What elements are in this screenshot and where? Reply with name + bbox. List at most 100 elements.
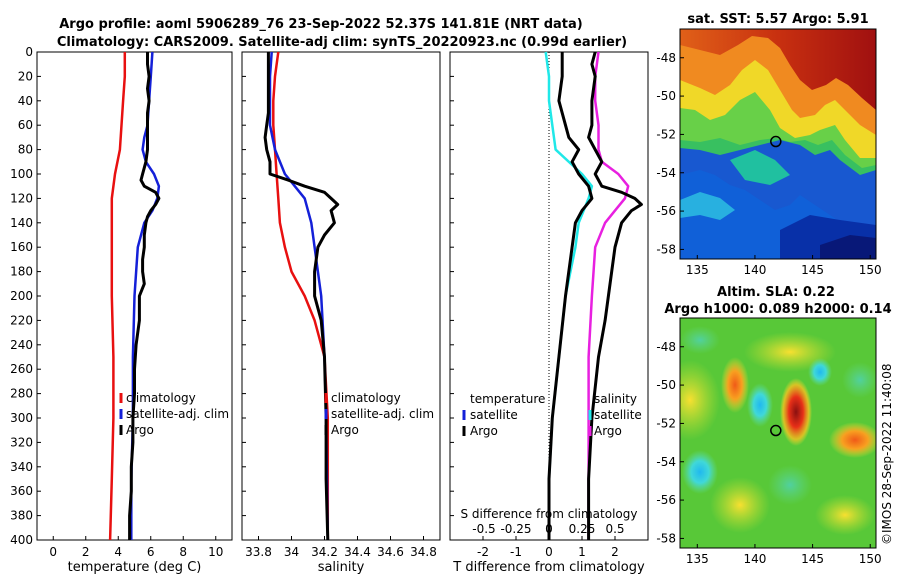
y-tick-label: 40 xyxy=(18,94,33,108)
y-tick-label: 20 xyxy=(18,69,33,83)
x-tick-label: 2 xyxy=(82,545,90,559)
legend-label: climatology xyxy=(126,391,196,405)
y-tick-label: 100 xyxy=(10,167,33,181)
sla-map-axes: 135 140 145 150 -48 -50 -52 -54 -56 -58 xyxy=(656,340,881,566)
legend-label: climatology xyxy=(331,391,401,405)
map-x-tick-label: 150 xyxy=(859,552,882,566)
x-axis-label: salinity xyxy=(318,560,365,575)
legend-label: Argo xyxy=(331,423,359,437)
y-tick-label: 300 xyxy=(10,411,33,425)
map-y-tick-label: -48 xyxy=(656,340,676,354)
sla-map-title: Altim. SLA: 0.22 xyxy=(717,285,835,300)
x-axis-label: temperature (deg C) xyxy=(68,560,202,575)
series-line-salinity-satellite xyxy=(587,51,630,540)
x-tick-label: 34.6 xyxy=(377,545,404,559)
y-tick-label: 340 xyxy=(10,460,33,474)
map-x-tick-label: 145 xyxy=(801,552,824,566)
imos-watermark: ©IMOS 28-Sep-2022 11:40:08 xyxy=(880,363,894,545)
secondary-tick-label: 0.5 xyxy=(605,522,624,536)
title-line-1: Argo profile: aoml 5906289_76 23-Sep-202… xyxy=(59,17,583,32)
secondary-tick-label: 0.25 xyxy=(569,522,596,536)
x-tick-label: 2 xyxy=(611,545,619,559)
legend-label: satellite-adj. clim xyxy=(126,407,229,421)
map-y-tick-label: -50 xyxy=(656,89,676,103)
legend-label: Argo xyxy=(470,424,498,438)
y-tick-label: 380 xyxy=(10,509,33,523)
y-tick-label: 400 xyxy=(10,533,33,547)
series-line-climatology xyxy=(108,52,127,541)
y-tick-label: 360 xyxy=(10,484,33,498)
map-y-tick-label: -54 xyxy=(656,455,676,469)
x-tick-label: 34.4 xyxy=(344,545,371,559)
legend-left-header: temperature xyxy=(470,392,545,406)
map-x-tick-label: 145 xyxy=(801,263,824,277)
sst-map-title: sat. SST: 5.57 Argo: 5.91 xyxy=(687,12,868,27)
y-tick-label: 60 xyxy=(18,118,33,132)
legend-label: satellite xyxy=(594,408,642,422)
x-axis-label: T difference from climatology xyxy=(452,560,645,575)
legend-label: Argo xyxy=(126,423,154,437)
map-y-tick-label: -52 xyxy=(656,416,676,430)
y-tick-label: 320 xyxy=(10,435,33,449)
argo-location-marker xyxy=(770,424,782,437)
secondary-tick-label: -0.25 xyxy=(500,522,531,536)
secondary-tick-label: -0.5 xyxy=(472,522,495,536)
x-tick-label: -2 xyxy=(477,545,489,559)
profile-panel-2: 33.8 34 34.2 34.4 34.6 34.8 salinity climatolog… xyxy=(241,51,441,575)
title-line-2: Climatology: CARS2009. Satellite-adj cli… xyxy=(57,35,627,50)
x-tick-label: 0 xyxy=(545,545,553,559)
sst-map xyxy=(680,29,876,259)
y-tick-label: 160 xyxy=(10,240,33,254)
series-line-salinity-argo xyxy=(587,51,643,540)
map-y-tick-label: -58 xyxy=(656,242,676,256)
y-tick-label: 220 xyxy=(10,313,33,327)
y-tick-label: 80 xyxy=(18,143,33,157)
y-tick-label: 140 xyxy=(10,216,33,230)
legend-label: satellite xyxy=(470,408,518,422)
argo-location-marker xyxy=(770,135,782,148)
map-y-tick-label: -54 xyxy=(656,166,676,180)
map-x-tick-label: 135 xyxy=(686,552,709,566)
x-tick-label: -1 xyxy=(510,545,522,559)
map-y-tick-label: -48 xyxy=(656,51,676,65)
map-x-tick-label: 140 xyxy=(743,263,766,277)
x-tick-label: 34 xyxy=(284,545,299,559)
y-tick-label: 240 xyxy=(10,338,33,352)
sla-map xyxy=(680,318,876,548)
sst-map-axes: 135 140 145 150 -48 -50 -52 -54 -56 -58 xyxy=(656,51,881,277)
legend-right-header: salinity xyxy=(594,392,637,406)
y-tick-label: 120 xyxy=(10,191,33,205)
series-line-temperature-argo xyxy=(547,52,594,540)
y-tick-label: 200 xyxy=(10,289,33,303)
x-tick-label: 34.8 xyxy=(410,545,437,559)
sla-map-subtitle: Argo h1000: 0.089 h2000: 0.14 xyxy=(664,302,891,317)
y-tick-label: 280 xyxy=(10,387,33,401)
map-x-tick-label: 150 xyxy=(859,263,882,277)
map-x-tick-label: 140 xyxy=(743,552,766,566)
x-tick-label: 34.2 xyxy=(311,545,338,559)
x-tick-label: 4 xyxy=(114,545,122,559)
legend-label: Argo xyxy=(594,424,622,438)
map-y-tick-label: -50 xyxy=(656,378,676,392)
x-tick-label: 0 xyxy=(49,545,57,559)
y-tick-label: 180 xyxy=(10,265,33,279)
map-y-tick-label: -56 xyxy=(656,493,676,507)
y-tick-label: 0 xyxy=(25,45,33,59)
x-tick-label: 8 xyxy=(179,545,187,559)
map-y-tick-label: -58 xyxy=(656,531,676,545)
map-y-tick-label: -56 xyxy=(656,204,676,218)
x-tick-label: 10 xyxy=(208,545,223,559)
x-tick-label: 6 xyxy=(147,545,155,559)
x-tick-label: 1 xyxy=(578,545,586,559)
panel-frame xyxy=(241,51,441,541)
x-tick-label: 33.8 xyxy=(245,545,272,559)
profile-panel-1: 0204060801001201401601802002202402602803… xyxy=(10,45,233,575)
legend-label: satellite-adj. clim xyxy=(331,407,434,421)
map-y-tick-label: -52 xyxy=(656,127,676,141)
series-line-argo xyxy=(128,52,161,540)
map-x-tick-label: 135 xyxy=(686,263,709,277)
series-line-argo xyxy=(263,52,340,541)
y-tick-label: 260 xyxy=(10,362,33,376)
